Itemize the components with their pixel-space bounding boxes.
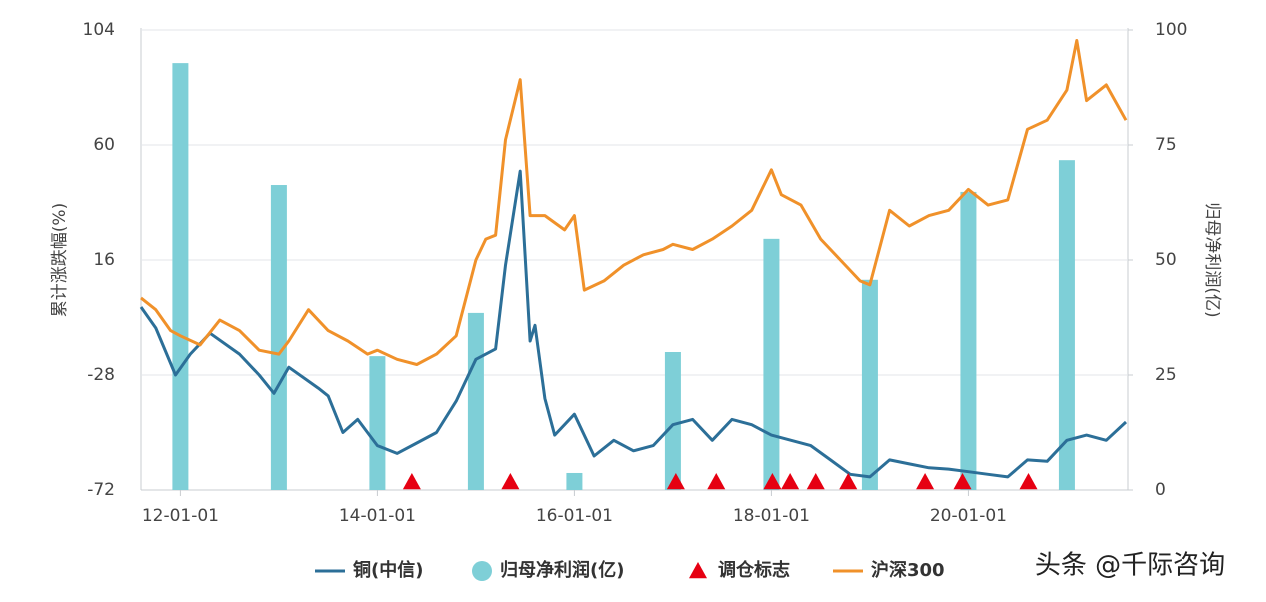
y-tick-label: 60: [93, 135, 115, 155]
rebalance-marker: [953, 473, 972, 490]
y2-tick-label: 25: [1155, 365, 1177, 385]
legend-label: 铜(中信): [353, 559, 423, 581]
legend-swatch: [689, 562, 707, 579]
bar: [270, 185, 287, 490]
y2-tick-label: 50: [1155, 250, 1177, 270]
y-tick-label: 16: [93, 250, 115, 270]
y2-tick-label: 75: [1155, 135, 1177, 155]
bar: [960, 191, 977, 491]
line: [140, 39, 1128, 366]
y-axis-title: 累计涨跌幅(%): [50, 203, 70, 317]
legend-label: 沪深300: [871, 559, 945, 581]
line: [139, 169, 1128, 479]
bar: [566, 472, 583, 490]
bar: [664, 352, 681, 490]
x-tick-label: 14-01-01: [339, 506, 416, 526]
rebalance-marker: [806, 473, 825, 490]
legend-label: 调仓标志: [718, 559, 790, 581]
y-tick-label: -72: [87, 480, 115, 500]
bar: [1058, 160, 1075, 490]
rebalance-marker: [501, 473, 520, 490]
rebalance-marker: [839, 473, 858, 490]
x-tick-label: 16-01-01: [536, 506, 613, 526]
rebalance-marker: [1019, 473, 1038, 490]
rebalance-marker: [916, 473, 935, 490]
rebalance-marker: [666, 473, 685, 490]
x-tick-label: 12-01-01: [142, 506, 219, 526]
y-tick-label: -28: [87, 365, 115, 385]
x-tick-label: 20-01-01: [930, 506, 1007, 526]
legend-swatch: [472, 561, 492, 581]
rebalance-marker: [402, 473, 421, 490]
rebalance-marker: [781, 473, 800, 490]
y2-axis-title: 归母净利润(亿): [1202, 202, 1222, 317]
y2-tick-label: 0: [1155, 480, 1166, 500]
bar: [172, 63, 189, 491]
y-tick-label: 104: [83, 20, 115, 40]
y2-tick-label: 100: [1155, 20, 1187, 40]
bar: [861, 279, 878, 490]
bar: [467, 312, 484, 490]
bar: [763, 238, 780, 490]
rebalance-marker: [763, 473, 782, 490]
bar: [369, 356, 386, 490]
legend-label: 归母净利润(亿): [500, 559, 624, 581]
watermark: 头条 @千际咨询: [1035, 551, 1225, 581]
rebalance-marker: [707, 473, 726, 490]
x-tick-label: 18-01-01: [733, 506, 810, 526]
